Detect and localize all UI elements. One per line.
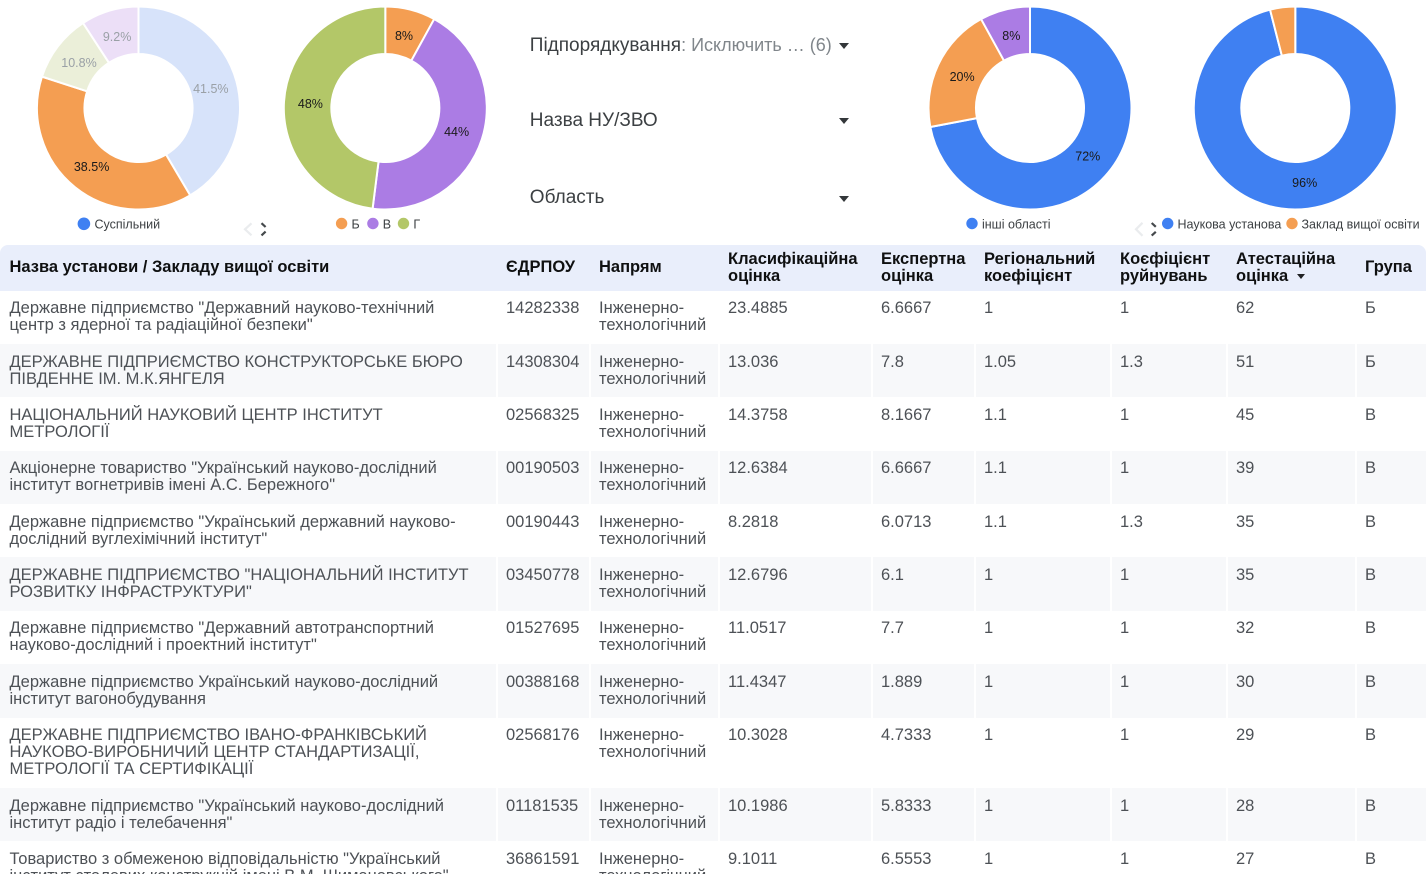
svg-text:Б: Б	[352, 217, 360, 231]
svg-text:20%: 20%	[950, 70, 975, 84]
svg-text:10.8%: 10.8%	[61, 56, 96, 70]
svg-text:48%: 48%	[298, 97, 323, 111]
svg-text:інші області: інші області	[982, 217, 1051, 231]
svg-text:9.2%: 9.2%	[103, 30, 132, 44]
svg-text:41.5%: 41.5%	[193, 82, 228, 96]
svg-text:44%: 44%	[444, 125, 469, 139]
svg-text:Суспільний: Суспільний	[95, 218, 161, 232]
svg-text:Г: Г	[413, 217, 420, 231]
svg-text:В: В	[383, 217, 391, 231]
svg-text:8%: 8%	[395, 29, 413, 43]
svg-text:Наукова установа: Наукова установа	[1178, 217, 1282, 231]
svg-text:8%: 8%	[1002, 29, 1020, 43]
svg-text:96%: 96%	[1292, 176, 1317, 190]
svg-text:38.5%: 38.5%	[74, 160, 109, 174]
svg-text:72%: 72%	[1075, 150, 1100, 164]
svg-text:Заклад вищої освіти: Заклад вищої освіти	[1302, 217, 1420, 231]
